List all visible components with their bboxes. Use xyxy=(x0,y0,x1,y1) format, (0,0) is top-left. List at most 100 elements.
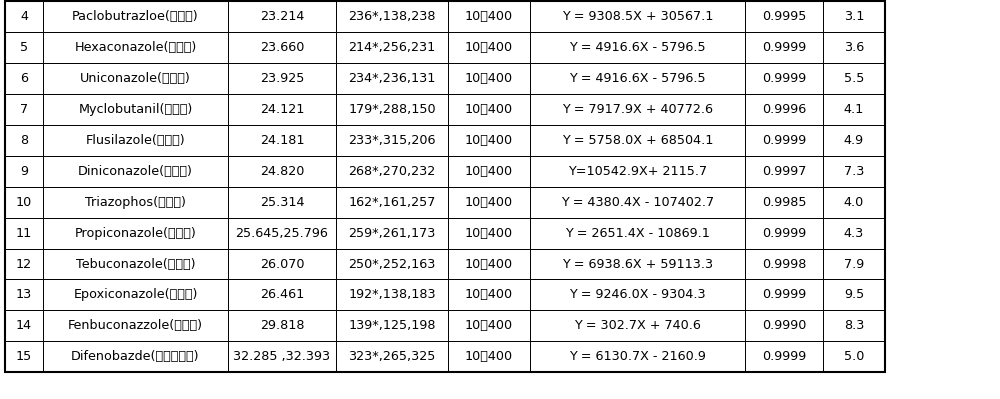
Text: 0.9999: 0.9999 xyxy=(762,134,806,147)
Bar xyxy=(530,218,745,249)
Text: Y = 5758.0X + 68504.1: Y = 5758.0X + 68504.1 xyxy=(562,134,713,147)
Text: 13: 13 xyxy=(16,288,32,302)
Bar xyxy=(336,187,448,218)
Bar xyxy=(448,63,530,94)
Bar xyxy=(228,125,336,156)
Text: 24.181: 24.181 xyxy=(260,134,304,147)
Bar xyxy=(43,63,228,94)
Bar xyxy=(5,342,43,372)
Text: Y = 4916.6X - 5796.5: Y = 4916.6X - 5796.5 xyxy=(569,41,706,54)
Bar xyxy=(823,249,885,279)
Bar xyxy=(43,1,228,32)
Bar xyxy=(228,249,336,279)
Text: 6: 6 xyxy=(20,72,28,85)
Bar xyxy=(448,218,530,249)
Text: 234*,236,131: 234*,236,131 xyxy=(348,72,436,85)
Text: Paclobutrazloe(多效唑): Paclobutrazloe(多效唑) xyxy=(72,10,199,23)
Text: 162*,161,257: 162*,161,257 xyxy=(348,196,436,209)
Text: 323*,265,325: 323*,265,325 xyxy=(348,350,436,363)
Text: 10～400: 10～400 xyxy=(465,257,513,271)
Bar xyxy=(448,187,530,218)
Bar xyxy=(745,342,823,372)
Bar xyxy=(43,342,228,372)
Text: 29.818: 29.818 xyxy=(260,319,304,332)
Bar xyxy=(448,32,530,63)
Text: 10～400: 10～400 xyxy=(465,319,513,332)
Bar xyxy=(823,32,885,63)
Bar xyxy=(336,1,448,32)
Bar xyxy=(745,125,823,156)
Bar xyxy=(823,280,885,310)
Text: 10～400: 10～400 xyxy=(465,350,513,363)
Bar xyxy=(530,187,745,218)
Bar xyxy=(43,32,228,63)
Text: 5: 5 xyxy=(20,41,28,54)
Bar xyxy=(745,249,823,279)
Text: 25.314: 25.314 xyxy=(260,196,304,209)
Text: 139*,125,198: 139*,125,198 xyxy=(348,319,436,332)
Bar xyxy=(530,125,745,156)
Bar xyxy=(43,249,228,279)
Bar xyxy=(228,218,336,249)
Text: 23.925: 23.925 xyxy=(260,72,304,85)
Bar xyxy=(336,249,448,279)
Bar xyxy=(43,218,228,249)
Bar xyxy=(530,342,745,372)
Bar xyxy=(228,32,336,63)
Text: Triazophos(三唑磷): Triazophos(三唑磷) xyxy=(85,196,186,209)
Text: 10～400: 10～400 xyxy=(465,134,513,147)
Bar xyxy=(823,125,885,156)
Bar xyxy=(448,156,530,187)
Text: 4.9: 4.9 xyxy=(844,134,864,147)
Bar xyxy=(745,310,823,342)
Text: 23.214: 23.214 xyxy=(260,10,304,23)
Text: 250*,252,163: 250*,252,163 xyxy=(348,257,436,271)
Text: 25.645,25.796: 25.645,25.796 xyxy=(236,227,328,240)
Text: Y = 9308.5X + 30567.1: Y = 9308.5X + 30567.1 xyxy=(562,10,713,23)
Text: 0.9999: 0.9999 xyxy=(762,227,806,240)
Text: 268*,270,232: 268*,270,232 xyxy=(348,165,436,178)
Text: 7: 7 xyxy=(20,103,28,116)
Text: Y = 7917.9X + 40772.6: Y = 7917.9X + 40772.6 xyxy=(562,103,713,116)
Bar xyxy=(228,342,336,372)
Bar xyxy=(5,125,43,156)
Text: 0.9997: 0.9997 xyxy=(762,165,806,178)
Text: 0.9999: 0.9999 xyxy=(762,41,806,54)
Text: Diniconazole(烯唑醇): Diniconazole(烯唑醇) xyxy=(78,165,193,178)
Bar xyxy=(530,94,745,125)
Text: Myclobutanil(腈菌唑): Myclobutanil(腈菌唑) xyxy=(78,103,193,116)
Text: 26.461: 26.461 xyxy=(260,288,304,302)
Text: 10～400: 10～400 xyxy=(465,41,513,54)
Text: 233*,315,206: 233*,315,206 xyxy=(348,134,436,147)
Text: 0.9999: 0.9999 xyxy=(762,350,806,363)
Text: Y=10542.9X+ 2115.7: Y=10542.9X+ 2115.7 xyxy=(568,165,707,178)
Text: Y = 2651.4X - 10869.1: Y = 2651.4X - 10869.1 xyxy=(565,227,710,240)
Bar xyxy=(745,1,823,32)
Bar xyxy=(745,187,823,218)
Text: Y = 4380.4X - 107402.7: Y = 4380.4X - 107402.7 xyxy=(561,196,714,209)
Text: 24.820: 24.820 xyxy=(260,165,304,178)
Bar xyxy=(228,156,336,187)
Text: 5.0: 5.0 xyxy=(844,350,864,363)
Text: Uniconazole(烯效唑): Uniconazole(烯效唑) xyxy=(80,72,191,85)
Text: 0.9995: 0.9995 xyxy=(762,10,806,23)
Text: 8.3: 8.3 xyxy=(844,319,864,332)
Bar xyxy=(745,280,823,310)
Bar xyxy=(5,1,43,32)
Bar xyxy=(448,249,530,279)
Bar xyxy=(336,156,448,187)
Bar xyxy=(530,310,745,342)
Text: Y = 6938.6X + 59113.3: Y = 6938.6X + 59113.3 xyxy=(562,257,713,271)
Text: 8: 8 xyxy=(20,134,28,147)
Text: Tebuconazole(戊唑醇): Tebuconazole(戊唑醇) xyxy=(76,257,195,271)
Text: 236*,138,238: 236*,138,238 xyxy=(348,10,436,23)
Text: 15: 15 xyxy=(16,350,32,363)
Text: 4.3: 4.3 xyxy=(844,227,864,240)
Text: 7.3: 7.3 xyxy=(844,165,864,178)
Text: 192*,138,183: 192*,138,183 xyxy=(348,288,436,302)
Text: 11: 11 xyxy=(16,227,32,240)
Bar xyxy=(745,218,823,249)
Text: 10～400: 10～400 xyxy=(465,288,513,302)
Bar xyxy=(43,280,228,310)
Text: 4.0: 4.0 xyxy=(844,196,864,209)
